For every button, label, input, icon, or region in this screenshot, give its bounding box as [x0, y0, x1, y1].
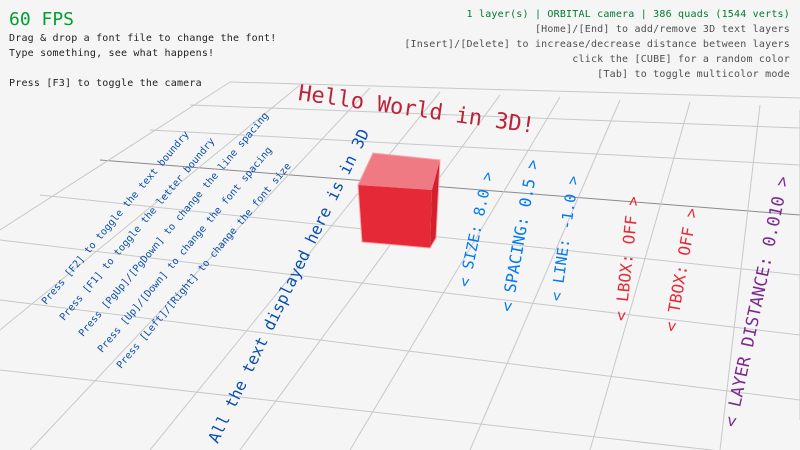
cube[interactable] — [357, 152, 441, 249]
help-drag-drop: Drag & drop a font file to change the fo… — [9, 33, 277, 44]
help-camera: Press [F3] to toggle the camera — [9, 78, 202, 89]
grid-line — [349, 96, 561, 450]
grid-line — [149, 91, 441, 450]
grid-line — [229, 81, 800, 99]
grid-line — [0, 369, 716, 450]
grid-line — [719, 104, 761, 450]
help-type: Type something, see what happens! — [9, 48, 215, 59]
status-line: 1 layer(s) | ORBITAL camera | 386 quads … — [466, 9, 790, 20]
help-distance: [Insert]/[Delete] to increase/decrease d… — [404, 39, 790, 50]
grid-line — [0, 81, 231, 231]
cube-side-face[interactable] — [430, 160, 440, 248]
grid-line — [0, 299, 800, 401]
grid-line — [149, 129, 800, 166]
cube-top-face[interactable] — [358, 153, 440, 190]
grid-line — [99, 159, 800, 216]
help-cube-color: click the [CUBE] for a random color — [572, 54, 790, 65]
grid-line — [29, 87, 371, 450]
help-layers: [Home]/[End] to add/remove 3D text layer… — [534, 24, 790, 35]
cube-front-face[interactable] — [358, 185, 432, 248]
grid-line — [0, 84, 301, 331]
grid-line — [239, 94, 501, 450]
grid-line — [0, 239, 800, 336]
fps-counter: 60 FPS — [9, 9, 75, 30]
grid-line — [189, 104, 800, 129]
grid-line — [589, 101, 691, 450]
cube-wireframe — [357, 152, 441, 249]
help-multicolor: [Tab] to toggle multicolor mode — [597, 69, 790, 80]
grid-line — [469, 99, 621, 450]
